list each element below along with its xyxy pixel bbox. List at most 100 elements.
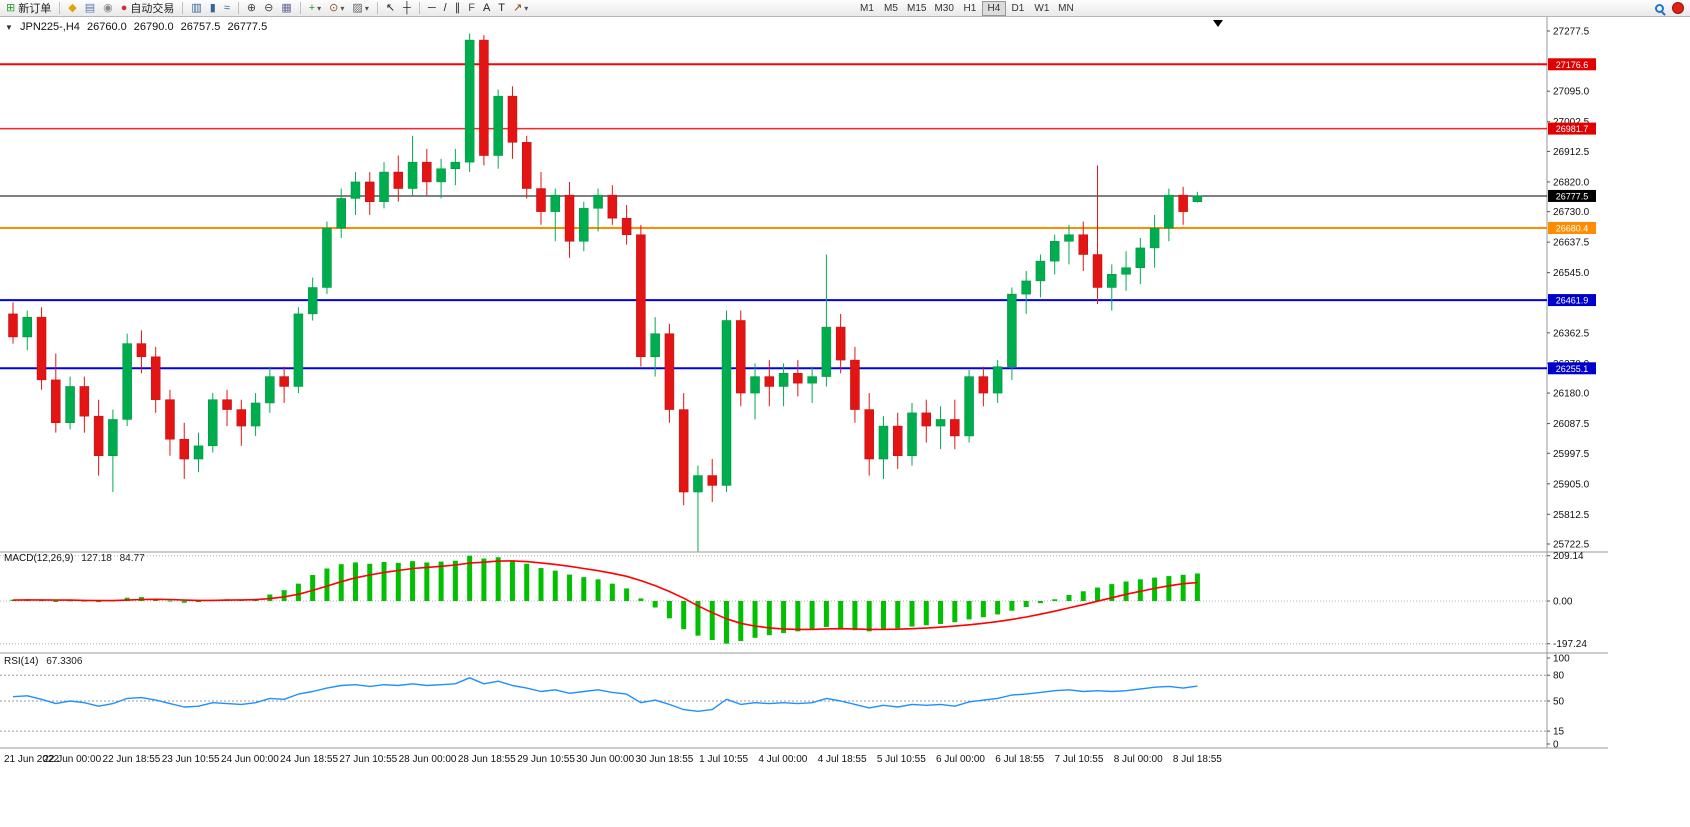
macd-histogram-bar <box>666 601 672 619</box>
macd-histogram-bar <box>852 601 858 631</box>
price-tick-label: 26912.5 <box>1553 147 1590 158</box>
arrows-button[interactable]: ↗ ▾ <box>510 1 531 16</box>
templates-button[interactable]: ▨ ▾ <box>349 1 371 16</box>
macd-histogram-bar <box>1023 601 1029 608</box>
horizontal-line-icon: ─ <box>427 1 436 14</box>
macd-label: MACD(12,26,9) 127.18 84.77 <box>4 553 145 564</box>
ohlc-open: 26760.0 <box>86 21 127 33</box>
chevron-down-icon[interactable]: ▾ <box>317 3 322 13</box>
timeframe-H1[interactable]: H1 <box>963 3 977 14</box>
toolbar-separator <box>376 2 378 14</box>
macd-histogram-bar <box>424 562 430 601</box>
time-axis-label: 5 Jul 10:55 <box>877 754 926 765</box>
price-badge-26255-1-label: 26255.1 <box>1556 364 1589 374</box>
macd-histogram-bar <box>352 562 358 601</box>
chart-canvas[interactable]: 27277.527095.027002.526912.526820.026730… <box>0 17 1690 827</box>
candles-layer <box>8 33 1203 552</box>
zoom-in-icon: ⊕ <box>246 1 257 14</box>
timeframe-D1[interactable]: D1 <box>1011 3 1025 14</box>
price-tick-label: 26180.0 <box>1553 389 1590 400</box>
price-tick-label: 26087.5 <box>1553 419 1590 430</box>
timeframe-H4[interactable]: H4 <box>981 1 1006 16</box>
timeframe-M5[interactable]: M5 <box>884 3 898 14</box>
text-label-button[interactable]: T <box>495 1 508 16</box>
macd-histogram-bar <box>1009 601 1015 611</box>
zoom-out-button[interactable]: ⊖ <box>261 1 276 16</box>
toolbar-separator <box>59 2 61 14</box>
macd-histogram-bar <box>1180 574 1186 601</box>
new-order-button[interactable]: ⊞ 新订单 <box>3 1 54 16</box>
tile-windows-button[interactable]: ▦ <box>278 1 294 16</box>
crosshair-button[interactable]: ┼ <box>400 1 414 16</box>
market-signal-button[interactable]: ◉ <box>100 1 116 16</box>
timeframe-W1[interactable]: W1 <box>1034 3 1050 14</box>
community-icon[interactable] <box>1672 2 1684 14</box>
chevron-down-icon[interactable]: ▾ <box>364 3 369 13</box>
macd-histogram-bar <box>752 601 758 638</box>
macd-histogram-bar <box>681 601 687 630</box>
periods-button[interactable]: ⊙ ▾ <box>326 1 347 16</box>
macd-histogram-bar <box>795 601 801 632</box>
rsi-panel: 100 80 50 15 0 <box>0 654 1570 751</box>
macd-histogram-bar <box>295 583 301 601</box>
price-tick-label: 26820.0 <box>1553 177 1590 188</box>
cursor-button[interactable]: ↖ <box>383 1 398 16</box>
price-badge-26777-5-label: 26777.5 <box>1556 191 1589 201</box>
macd-histogram-bar <box>281 590 287 601</box>
toolbar-separator <box>182 2 184 14</box>
candlestick-chart-button[interactable]: ▮ <box>207 1 219 16</box>
time-axis-label: 30 Jun 00:00 <box>576 754 634 765</box>
macd-histogram-bar <box>609 583 615 601</box>
bar-chart-button[interactable]: ▥ <box>188 1 204 16</box>
autotrade-button[interactable]: ● 自动交易 <box>118 1 178 16</box>
rsi-name: RSI(14) <box>4 656 39 667</box>
toolbar-separator <box>237 2 239 14</box>
horizontal-line-button[interactable]: ─ <box>425 1 439 16</box>
price-tick-label: 27277.5 <box>1553 27 1590 38</box>
line-chart-button[interactable]: ≈ <box>221 1 233 16</box>
timeframe-MN[interactable]: MN <box>1058 3 1074 14</box>
indicators-button[interactable]: + ▾ <box>306 1 324 16</box>
macd-histogram-bar <box>395 562 401 601</box>
macd-histogram-bar <box>895 601 901 629</box>
arrow-icon: ↗ <box>513 1 523 14</box>
channel-button[interactable]: ∥ <box>452 1 464 16</box>
macd-histogram-bar <box>181 601 187 603</box>
time-axis-label: 27 Jun 10:55 <box>339 754 397 765</box>
macd-histogram-bar <box>809 601 815 630</box>
rsi-value: 67.3306 <box>46 656 83 667</box>
template-icon: ▨ <box>352 1 363 14</box>
macd-histogram-bar <box>595 579 601 601</box>
macd-histogram-bar <box>267 594 273 601</box>
timeframe-M30[interactable]: M30 <box>934 3 954 14</box>
macd-histogram-bar <box>980 601 986 618</box>
new-order-button-label: 新订单 <box>18 3 52 15</box>
timeframe-M15[interactable]: M15 <box>907 3 927 14</box>
fibonacci-button[interactable]: F <box>465 1 478 16</box>
chart-shift-marker[interactable] <box>1213 20 1223 27</box>
zoom-in-button[interactable]: ⊕ <box>244 1 259 16</box>
time-axis-label: 22 Jun 18:55 <box>103 754 161 765</box>
tile-windows-icon: ▦ <box>281 1 292 14</box>
price-badge-26680-4-label: 26680.4 <box>1556 223 1589 233</box>
chevron-down-icon[interactable]: ▼ <box>5 23 13 32</box>
price-badge-26981-7 <box>1548 122 1596 135</box>
bar-chart-icon: ▥ <box>191 1 202 14</box>
search-icon[interactable] <box>1655 3 1664 13</box>
chevron-down-icon[interactable]: ▾ <box>524 3 529 13</box>
price-axis[interactable]: 27277.527095.027002.526912.526820.026730… <box>1547 27 1596 551</box>
macd-histogram-bar <box>638 598 644 601</box>
macd-histogram-bar <box>938 601 944 624</box>
macd-histogram-bar <box>167 600 173 602</box>
macd-histogram-bar <box>866 601 872 632</box>
chevron-down-icon[interactable]: ▾ <box>340 3 345 13</box>
print-button[interactable]: ▤ <box>82 1 98 16</box>
rsi-axis-label: 80 <box>1553 671 1565 682</box>
trendline-button[interactable]: / <box>441 1 450 16</box>
alert-button[interactable]: ◆ <box>65 1 79 16</box>
timeframe-M1[interactable]: M1 <box>860 3 874 14</box>
time-axis-label: 6 Jul 18:55 <box>995 754 1044 765</box>
text-button[interactable]: A <box>480 1 493 16</box>
